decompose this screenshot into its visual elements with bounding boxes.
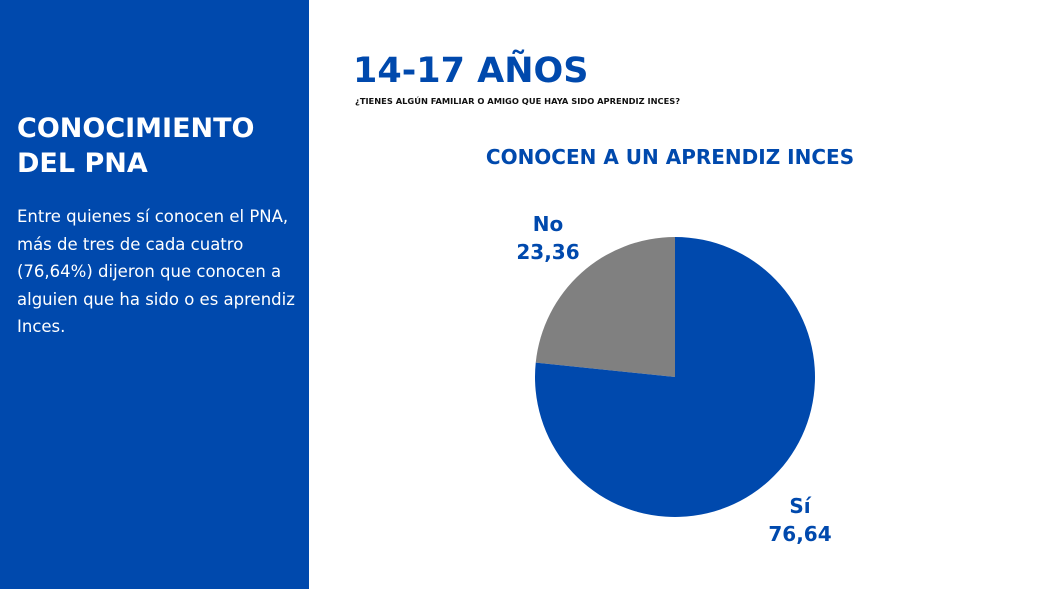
chart-title: CONOCEN A UN APRENDIZ INCES [485,145,855,169]
page-title: 14-17 AÑOS [353,51,589,91]
sidebar-description: Entre quienes sí conocen el PNA, más de … [17,207,295,336]
pie-slice-no [535,237,675,377]
sidebar-title: CONOCIMIENTO DEL PNA [17,113,255,179]
pie-value-no: 23,36 [516,240,579,264]
pie-label-no: No [533,212,563,236]
pie-label-si: Sí [789,494,811,518]
pie-slice-si [535,237,816,517]
pie-value-si: 76,64 [768,522,831,546]
survey-question: ¿TIENES ALGÚN FAMILIAR O AMIGO QUE HAYA … [355,96,681,106]
sidebar-panel: CONOCIMIENTO DEL PNA Entre quienes sí co… [0,0,309,589]
